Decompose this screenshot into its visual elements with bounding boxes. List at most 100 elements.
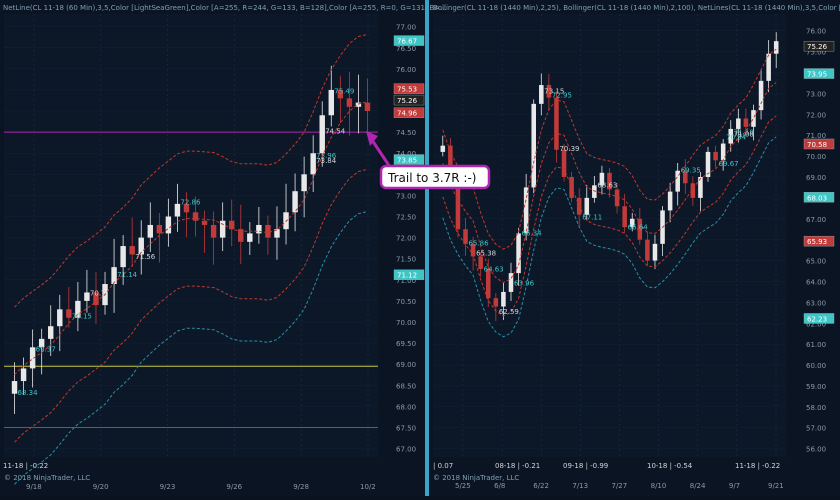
panel-right: 56.00 57.00 58.00 59.00 60.00 61.00 62.00 63.00… [433,14,835,490]
annotation-label: 67.11 [582,213,602,221]
candle-body [29,347,36,369]
candle-body [129,246,135,255]
y-tick-label: 67.50 [396,424,416,432]
bollinger-outer-band [14,211,368,485]
bollinger-upper [14,33,368,308]
candle-body [364,102,371,112]
bollinger-lower [442,115,777,317]
y-tick-label: 70.00 [396,319,416,327]
plot-area [433,14,786,457]
candle-body [183,203,190,213]
price-tag-label: 62.23 [807,315,827,323]
candle-body [645,239,650,261]
candle-body [337,89,344,99]
candle-body [713,151,718,161]
candle-body [705,151,711,177]
annotation-label: 66.34 [522,230,543,238]
price-tag [803,313,835,324]
right-footer-label: 09-18 | -0.99 [563,462,608,470]
price-tag [803,68,835,79]
annotation-label: 63.96 [514,279,535,287]
annotation-label: 66.64 [628,223,649,231]
candle-body [561,149,567,177]
annotation-label: 72.95 [552,91,572,99]
y-tick-label: 56.00 [806,446,826,454]
candle-body [743,118,749,127]
left-copyright: © 2018 NinjaTrader, LLC [4,474,90,482]
candle-body [265,224,271,238]
plot-area [4,14,378,457]
annotation-label: 65.38 [476,250,496,258]
y-tick-label: 61.00 [806,341,826,349]
price-tag [393,269,425,280]
candle-body [683,170,688,184]
candle-body [584,197,590,215]
candle-body [84,292,90,301]
price-tag [393,154,425,165]
price-tag [393,83,425,94]
bollinger-lower [14,168,368,443]
candle-body [310,153,316,175]
annotation-label: 70.94 [726,133,747,141]
y-tick-label: 70.00 [806,153,826,161]
candle-body [147,224,153,238]
y-tick-label: 74.50 [396,129,416,137]
candle-body [319,115,325,154]
annotation-label: 69.37 [36,346,56,354]
candle-body [607,172,612,190]
y-tick-label: 69.00 [806,174,826,182]
candle-body [667,191,673,211]
y-tick-label: 69.50 [396,340,416,348]
x-tick-label: 8/24 [690,482,706,490]
bollinger-middle [14,101,368,376]
candle-body [93,292,99,306]
candle-body [501,291,506,307]
annotation-label: 74.54 [325,127,346,135]
price-tag-label: 68.03 [807,194,827,202]
annotation-label: 72.86 [180,198,201,206]
candle-body [38,338,45,348]
y-tick-label: 72.00 [806,111,826,119]
candle-body [238,229,244,242]
panel-divider[interactable] [425,0,429,496]
candle-body [355,102,362,107]
callout-text: Trail to 3.7R :-) [387,171,477,185]
candle-body [599,172,605,186]
candle-body [219,220,226,238]
bollinger-outer-band [442,136,777,338]
candle-body [592,185,597,198]
bollinger-middle [442,82,777,284]
price-tag-label: 71.12 [397,272,417,280]
price-tag-label: 75.26 [807,43,828,51]
y-tick-label: 67.00 [806,216,826,224]
candle-body [201,220,208,225]
candle-body [440,145,446,152]
y-tick-label: 73.00 [806,90,826,98]
price-tag [803,192,835,203]
y-tick-label: 73.00 [396,192,416,200]
candle-body [210,224,217,238]
right-copyright: © 2018 NinjaTrader, LLC [433,474,519,482]
bollinger-upper [442,48,777,250]
candle-body [138,237,144,255]
annotation-label: 65.86 [469,240,490,248]
y-tick-label: 71.00 [806,132,826,140]
x-tick-label: 7/27 [612,482,628,490]
price-tag [803,138,835,150]
annotation-label: 73.84 [316,157,337,165]
candle-body [698,176,703,198]
candle-body [675,170,680,192]
y-tick-label: 72.50 [396,214,416,222]
y-tick-label: 65.00 [806,258,826,266]
annotation-label: 71.08 [734,131,754,139]
y-tick-label: 67.00 [396,446,416,454]
candle-body [192,212,199,221]
price-tag [393,107,425,118]
price-tag [803,235,835,247]
price-tag-label: 70.58 [807,141,827,149]
y-tick-label: 71.50 [396,256,416,264]
candle-body [256,224,262,234]
annotation-label: 68.63 [597,182,617,190]
right-footer-label: 08-18 | -0.21 [495,462,540,470]
annotation-label: 70.7 [90,289,106,297]
